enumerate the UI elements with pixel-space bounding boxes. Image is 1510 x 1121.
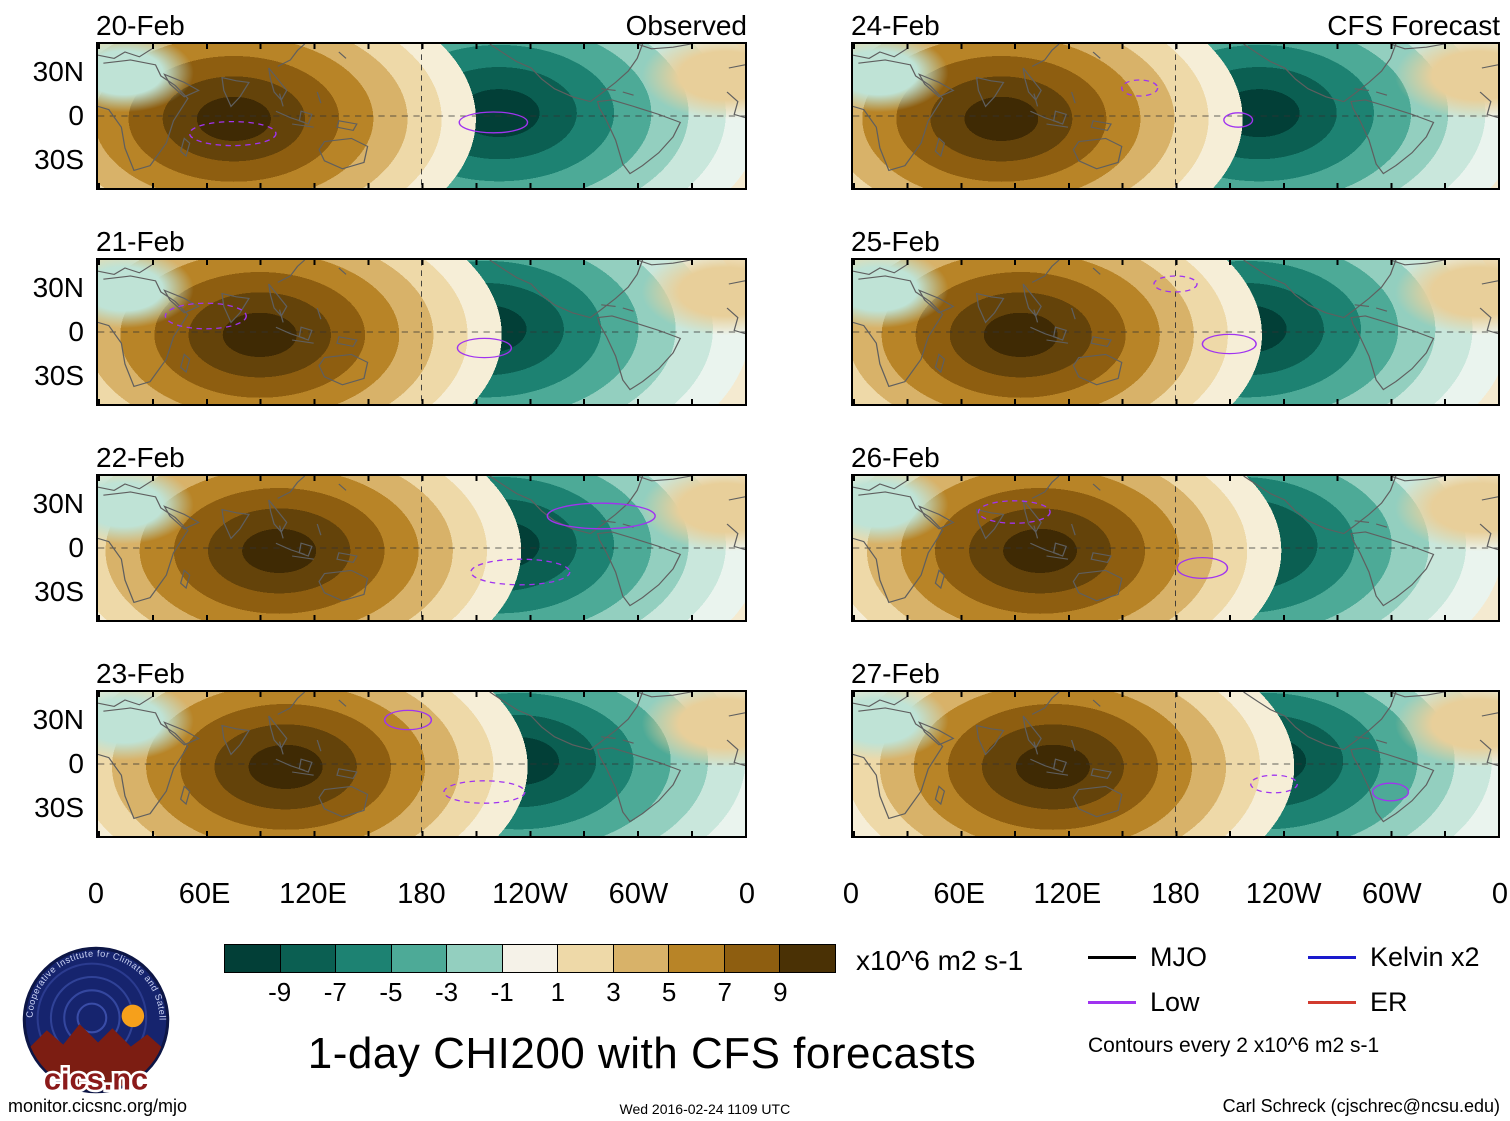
colorbar-row: -9 -7 -5 -3 -1 1 3 5 7 9 x10^6 m2 s-1 [224, 944, 1060, 1007]
map-panel-23feb: 23-Feb 30N 0 30S [8, 654, 747, 838]
y-axis-labels: 30N 0 30S [32, 271, 84, 392]
low-freq-contour-dashed [1121, 79, 1159, 97]
low-freq-contour [456, 337, 513, 359]
map-panel-20feb: 20-Feb Observed 30N 0 30S [8, 6, 747, 190]
low-freq-contour-dashed [164, 302, 247, 330]
panel-date: 24-Feb [851, 10, 940, 42]
column-label-observed: Observed [625, 10, 747, 42]
colorbar [224, 944, 836, 973]
map-panel-26feb: 26-Feb [761, 438, 1500, 622]
chi200-map [851, 690, 1500, 838]
footer-timestamp: Wed 2016-02-24 1109 UTC [619, 1101, 791, 1117]
maps-grid: 20-Feb Observed 30N 0 30S [8, 6, 1509, 914]
logo-sun-icon [121, 1004, 145, 1028]
observed-column: 20-Feb Observed 30N 0 30S [8, 6, 756, 914]
page-footer: monitor.cicsnc.org/mjo Wed 2016-02-24 11… [0, 1096, 1510, 1119]
low-freq-contour-dashed [1153, 275, 1198, 293]
low-line-sample [1088, 1001, 1136, 1004]
panel-date: 27-Feb [851, 658, 940, 690]
colorbar-labels: -9 -7 -5 -3 -1 1 3 5 7 9 [268, 977, 788, 1007]
low-freq-contour [1223, 112, 1254, 128]
panel-date: 22-Feb [96, 442, 185, 474]
low-freq-contour [1176, 556, 1229, 580]
map-panel-25feb: 25-Feb [761, 222, 1500, 406]
footer-contact: Carl Schreck (cjschrec@ncsu.edu) [1222, 1096, 1500, 1116]
x-axis-observed: 0 60E 120E 180 120W 60W 0 [87, 878, 756, 910]
y-axis-labels: 30N 0 30S [32, 55, 84, 176]
map-panel-22feb: 22-Feb 30N 0 30S [8, 438, 747, 622]
panel-date: 25-Feb [851, 226, 940, 258]
low-freq-contour-dashed [1250, 774, 1299, 794]
legend-item-er: ER [1308, 987, 1502, 1018]
colorbar-units: x10^6 m2 s-1 [856, 944, 1024, 976]
forecast-column: 24-Feb CFS Forecast 25-Feb [761, 6, 1509, 914]
panel-date: 26-Feb [851, 442, 940, 474]
figure-footer-block: Cooperative Institute for Climate and Sa… [0, 928, 1510, 1109]
low-freq-contour-dashed [188, 120, 277, 147]
kelvin-line-sample [1308, 956, 1356, 959]
figure-title: 1-day CHI200 with CFS forecasts [307, 1029, 977, 1078]
chi200-map [96, 474, 747, 622]
contour-interval-note: Contours every 2 x10^6 m2 s-1 [1088, 1034, 1380, 1057]
low-freq-contour [546, 502, 656, 530]
low-freq-contour [383, 709, 433, 731]
panel-date: 21-Feb [96, 226, 185, 258]
er-line-sample [1308, 1001, 1356, 1004]
column-label-forecast: CFS Forecast [1327, 10, 1500, 42]
low-freq-contour [1371, 782, 1410, 802]
map-panel-21feb: 21-Feb 30N 0 30S [8, 222, 747, 406]
chi200-map [851, 42, 1500, 190]
x-axis-forecast: 0 60E 120E 180 120W 60W 0 [842, 878, 1509, 910]
legend-item-mjo: MJO [1088, 942, 1282, 973]
low-freq-contour [1201, 333, 1257, 355]
low-freq-contour-dashed [443, 780, 526, 804]
map-panel-24feb: 24-Feb CFS Forecast [761, 6, 1500, 190]
chi200-map [96, 258, 747, 406]
low-freq-contour-dashed [470, 558, 571, 586]
chi200-map [96, 690, 747, 838]
chi200-map [96, 42, 747, 190]
cicsnc-logo: Cooperative Institute for Climate and Sa… [8, 928, 224, 1109]
legend-item-low: Low [1088, 987, 1282, 1018]
legend: MJO Kelvin x2 Low ER Contours every 2 x1… [1060, 936, 1502, 1058]
panel-date: 20-Feb [96, 10, 185, 42]
y-axis-labels: 30N 0 30S [32, 487, 84, 608]
map-panel-27feb: 27-Feb [761, 654, 1500, 838]
low-freq-contour [458, 111, 529, 134]
logo-wordmark: cics.nc [44, 1062, 148, 1097]
mjo-line-sample [1088, 956, 1136, 959]
footer-url: monitor.cicsnc.org/mjo [8, 1096, 188, 1116]
chi200-map [851, 474, 1500, 622]
low-freq-contour-dashed [977, 500, 1051, 524]
logo-mountains-icon [26, 1024, 166, 1091]
chi200-map [851, 258, 1500, 406]
panel-date: 23-Feb [96, 658, 185, 690]
legend-item-kelvin: Kelvin x2 [1308, 942, 1502, 973]
y-axis-labels: 30N 0 30S [32, 703, 84, 824]
